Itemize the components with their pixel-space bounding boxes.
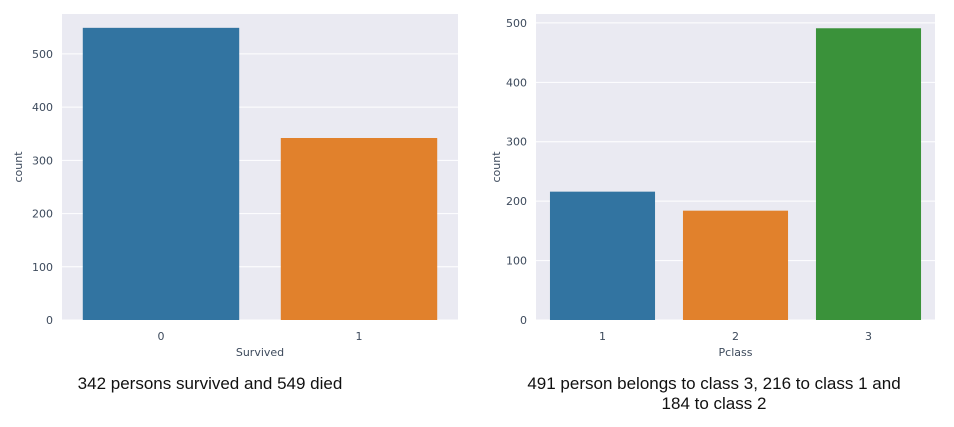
- pclass-y-tick-label: 400: [506, 76, 527, 89]
- pclass-x-tick-label: 2: [732, 330, 739, 343]
- pclass-x-tick-label: 1: [599, 330, 606, 343]
- pclass-bar-3: [815, 28, 922, 321]
- survived-x-tick-label: 0: [158, 330, 165, 343]
- caption-survived-text: 342 persons survived and 549 died: [77, 374, 343, 393]
- pclass-y-tick-label: 500: [506, 17, 527, 30]
- pclass-y-tick-label: 0: [520, 314, 527, 327]
- survived-y-tick-label: 0: [46, 314, 53, 327]
- pclass-y-tick-label: 100: [506, 255, 527, 268]
- pclass-x-tick-label: 3: [865, 330, 872, 343]
- survived-y-tick-label: 400: [32, 101, 53, 114]
- pclass-y-axis-label: count: [490, 151, 503, 183]
- caption-survived: 342 persons survived and 549 died: [40, 374, 380, 394]
- survived-y-tick-label: 500: [32, 48, 53, 61]
- survived-bar-0: [82, 27, 240, 321]
- survived-y-tick-label: 300: [32, 154, 53, 167]
- survived-y-tick-label: 200: [32, 208, 53, 221]
- chart-survived: 0 100 200 300 400 500 0 1 Survived count: [12, 14, 458, 359]
- caption-pclass-line-1: 491 person belongs to class 3, 216 to cl…: [527, 374, 901, 393]
- pclass-y-tick-label: 200: [506, 195, 527, 208]
- survived-y-axis-label: count: [12, 151, 25, 183]
- survived-x-tick-label: 1: [356, 330, 363, 343]
- survived-bar-1: [280, 137, 438, 320]
- pclass-bar-1: [549, 191, 656, 320]
- pclass-y-tick-label: 300: [506, 136, 527, 149]
- caption-pclass: 491 person belongs to class 3, 216 to cl…: [492, 374, 936, 414]
- survived-x-axis-label: Survived: [236, 346, 284, 359]
- survived-y-tick-label: 100: [32, 261, 53, 274]
- chart-pclass: 0 100 200 300 400 500 1 2 3 Pclass count: [490, 14, 935, 359]
- pclass-x-axis-label: Pclass: [719, 346, 753, 359]
- pclass-bar-2: [682, 210, 789, 320]
- caption-pclass-line-2: 184 to class 2: [661, 394, 767, 413]
